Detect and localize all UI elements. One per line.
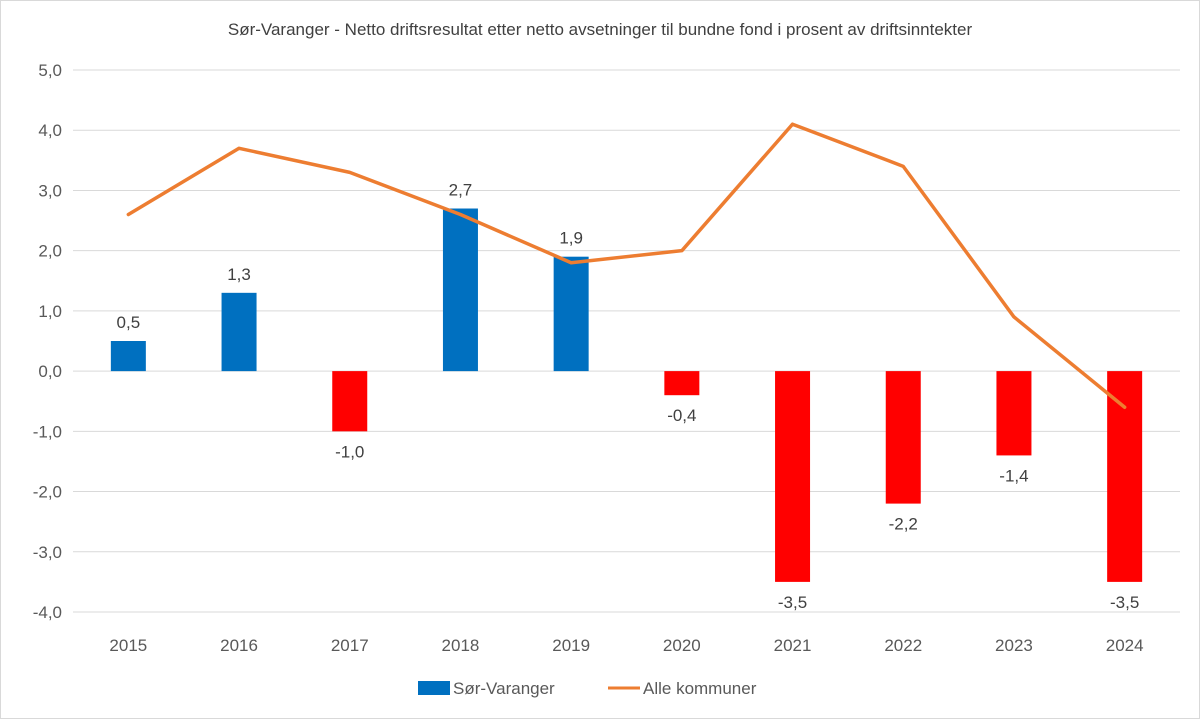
- y-tick-label: -3,0: [33, 543, 62, 562]
- bar-2019: [553, 256, 589, 372]
- line-alle-kommuner: [126, 122, 1127, 409]
- data-label-2015: 0,5: [117, 313, 141, 332]
- x-tick-label: 2016: [220, 636, 258, 655]
- x-tick-label: 2022: [884, 636, 922, 655]
- data-label-2020: -0,4: [667, 406, 696, 425]
- y-tick-label: 2,0: [38, 242, 62, 261]
- bar-2016: [221, 292, 257, 372]
- line-series: [126, 122, 1127, 409]
- data-label-2024: -3,5: [1110, 593, 1139, 612]
- bar-2015: [110, 341, 146, 372]
- y-tick-label: 3,0: [38, 181, 62, 200]
- legend-label-sor-varanger: Sør-Varanger: [453, 679, 555, 698]
- chart-title: Sør-Varanger - Netto driftsresultat ette…: [228, 20, 973, 39]
- data-label-2021: -3,5: [778, 593, 807, 612]
- bar-2018: [442, 208, 478, 372]
- y-tick-label: 4,0: [38, 121, 62, 140]
- bar-2024: [1107, 371, 1143, 582]
- bar-series: [110, 208, 1143, 582]
- data-label-2016: 1,3: [227, 265, 251, 284]
- data-labels: 0,5 1,3 -1,0 2,7 1,9 -0,4 -3,5 -2,2 -1,4 -3,5: [117, 181, 1140, 612]
- y-tick-label: -4,0: [33, 603, 62, 622]
- bar-2020: [664, 371, 700, 396]
- x-axis: 2015 2016 2017 2018 2019 2020 2021 2022 2023 2024: [109, 636, 1143, 655]
- legend: Sør-Varanger Alle kommuner: [418, 679, 757, 698]
- y-tick-label: 1,0: [38, 302, 62, 321]
- x-tick-label: 2018: [442, 636, 480, 655]
- data-label-2018: 2,7: [449, 181, 473, 200]
- x-tick-label: 2023: [995, 636, 1033, 655]
- x-tick-label: 2015: [109, 636, 147, 655]
- legend-label-alle-kommuner: Alle kommuner: [643, 679, 757, 698]
- data-label-2022: -2,2: [889, 515, 918, 534]
- bar-2021: [775, 371, 811, 582]
- y-axis: 5,0 4,0 3,0 2,0 1,0 0,0 -1,0 -2,0 -3,0 -4,0: [33, 61, 62, 622]
- gridlines: [73, 69, 1180, 613]
- bar-2017: [332, 371, 368, 432]
- x-tick-label: 2017: [331, 636, 369, 655]
- legend-swatch-sor-varanger: [418, 681, 450, 695]
- y-tick-label: 5,0: [38, 61, 62, 80]
- x-tick-label: 2024: [1106, 636, 1144, 655]
- y-tick-label: -1,0: [33, 422, 62, 441]
- data-label-2019: 1,9: [559, 229, 583, 248]
- data-label-2017: -1,0: [335, 442, 364, 461]
- bar-2023: [996, 371, 1032, 456]
- y-tick-label: 0,0: [38, 362, 62, 381]
- x-tick-label: 2019: [552, 636, 590, 655]
- x-tick-label: 2020: [663, 636, 701, 655]
- bar-2022: [885, 371, 921, 504]
- y-tick-label: -2,0: [33, 483, 62, 502]
- x-tick-label: 2021: [774, 636, 812, 655]
- data-label-2023: -1,4: [999, 466, 1028, 485]
